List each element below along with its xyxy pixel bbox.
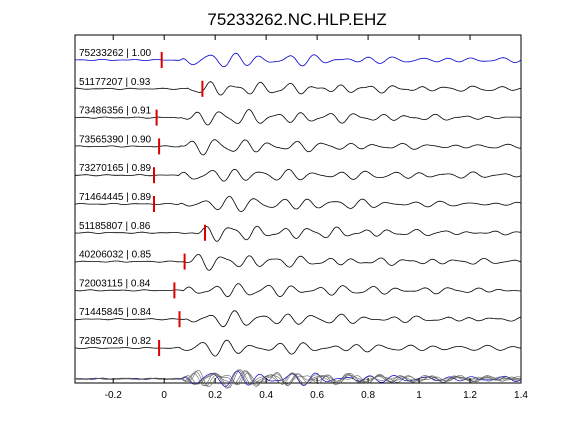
- pick-marker-group: [153, 52, 206, 356]
- trace-line-1: [75, 81, 522, 96]
- trace-line-10: [74, 339, 522, 357]
- x-tick-label-5: 0.8: [361, 390, 375, 401]
- x-tick-label-4: 0.6: [310, 390, 324, 401]
- row-label-group: 75233262 | 1.00 51177207 | 0.93 73486356 |…: [79, 48, 152, 347]
- trace-line-5: [74, 196, 522, 213]
- row-label-7: 40206032 | 0.85: [79, 250, 152, 261]
- row-label-3: 73565390 | 0.90: [79, 134, 152, 145]
- row-label-6: 51185807 | 0.86: [79, 221, 151, 232]
- trace-line-9: [74, 310, 522, 328]
- trace-group: [74, 52, 522, 357]
- row-label-8: 72003115 | 0.84: [79, 278, 151, 289]
- x-tick-label-7: 1.2: [463, 390, 477, 401]
- row-label-4: 73270165 | 0.89: [79, 163, 152, 174]
- row-label-9: 71445845 | 0.84: [79, 307, 152, 318]
- trace-line-0: [75, 52, 522, 68]
- x-tick-label-8: 1.4: [514, 390, 528, 401]
- x-tick-label-0: -0.2: [105, 390, 123, 401]
- x-tick-label-6: 1: [416, 390, 422, 401]
- row-label-1: 51177207 | 0.93: [79, 77, 151, 88]
- trace-line-4: [75, 168, 522, 182]
- x-tick-label-1: 0: [161, 390, 167, 401]
- row-label-10: 72857026 | 0.82: [79, 336, 152, 347]
- trace-line-7: [74, 253, 522, 271]
- stack-trace-4: [74, 370, 522, 387]
- stack-overlay: [74, 369, 522, 389]
- row-label-0: 75233262 | 1.00: [79, 48, 152, 59]
- trace-line-6: [75, 225, 521, 242]
- trace-line-3: [74, 139, 521, 156]
- row-label-5: 71464445 | 0.89: [79, 192, 152, 203]
- row-label-2: 73486356 | 0.91: [79, 106, 152, 117]
- stack-trace-5: [74, 369, 522, 388]
- x-tick-label-3: 0.4: [259, 390, 273, 401]
- plot-area: 75233262 | 1.00 51177207 | 0.93 73486356 |…: [74, 34, 528, 401]
- chart-title: 75233262.NC.HLP.EHZ: [207, 10, 386, 29]
- trace-line-8: [75, 283, 521, 298]
- x-axis: -0.2 0 0.2 0.4 0.6 0.8 1 1.2 1.4: [105, 35, 528, 401]
- trace-line-2: [74, 109, 522, 126]
- x-tick-label-2: 0.2: [208, 390, 222, 401]
- axes-box: [74, 34, 522, 384]
